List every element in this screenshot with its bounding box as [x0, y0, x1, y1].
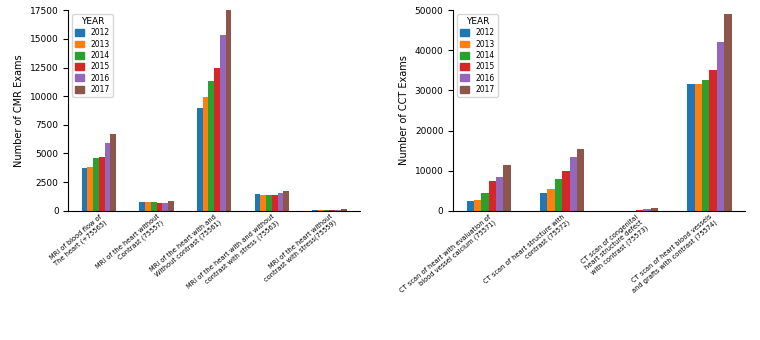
Bar — [547, 189, 555, 211]
Bar — [695, 84, 702, 211]
Bar — [724, 14, 732, 211]
Bar — [163, 203, 168, 211]
Bar — [710, 70, 717, 211]
Bar — [562, 171, 569, 211]
Bar — [329, 210, 335, 211]
Bar — [99, 157, 105, 211]
Bar — [540, 193, 547, 211]
Bar — [266, 195, 272, 211]
Legend: 2012, 2013, 2014, 2015, 2016, 2017: 2012, 2013, 2014, 2015, 2016, 2017 — [72, 14, 112, 97]
Bar — [105, 143, 110, 211]
Bar — [312, 210, 318, 211]
Bar — [208, 81, 214, 211]
Bar — [687, 84, 695, 211]
Y-axis label: Number of CCT Exams: Number of CCT Exams — [399, 55, 409, 166]
Bar — [577, 149, 584, 211]
Bar — [496, 177, 503, 211]
Bar — [277, 193, 283, 211]
Bar — [569, 157, 577, 211]
Bar — [87, 167, 93, 211]
Bar — [555, 179, 562, 211]
Bar — [139, 202, 145, 211]
Bar — [157, 203, 163, 211]
Bar — [168, 201, 174, 211]
Bar — [226, 10, 232, 211]
Bar — [503, 165, 511, 211]
Bar — [467, 201, 474, 211]
Bar — [341, 209, 347, 211]
Bar — [214, 68, 220, 211]
Bar — [81, 168, 87, 211]
Bar — [324, 210, 329, 211]
Bar — [489, 181, 496, 211]
Bar — [93, 158, 99, 211]
Bar — [481, 193, 489, 211]
Bar — [283, 191, 289, 211]
Bar — [474, 200, 481, 211]
Bar — [651, 208, 658, 211]
Y-axis label: Number of CMR Exams: Number of CMR Exams — [14, 54, 24, 167]
Bar — [145, 202, 150, 211]
Bar — [335, 210, 341, 211]
Bar — [260, 195, 266, 211]
Bar — [643, 209, 651, 211]
Legend: 2012, 2013, 2014, 2015, 2016, 2017: 2012, 2013, 2014, 2015, 2016, 2017 — [457, 14, 498, 97]
Bar — [272, 195, 277, 211]
Bar — [255, 193, 260, 211]
Bar — [203, 97, 208, 211]
Bar — [110, 134, 116, 211]
Bar — [318, 210, 324, 211]
Bar — [150, 202, 157, 211]
Bar — [220, 35, 226, 211]
Bar — [702, 80, 710, 211]
Bar — [717, 42, 724, 211]
Bar — [197, 108, 203, 211]
